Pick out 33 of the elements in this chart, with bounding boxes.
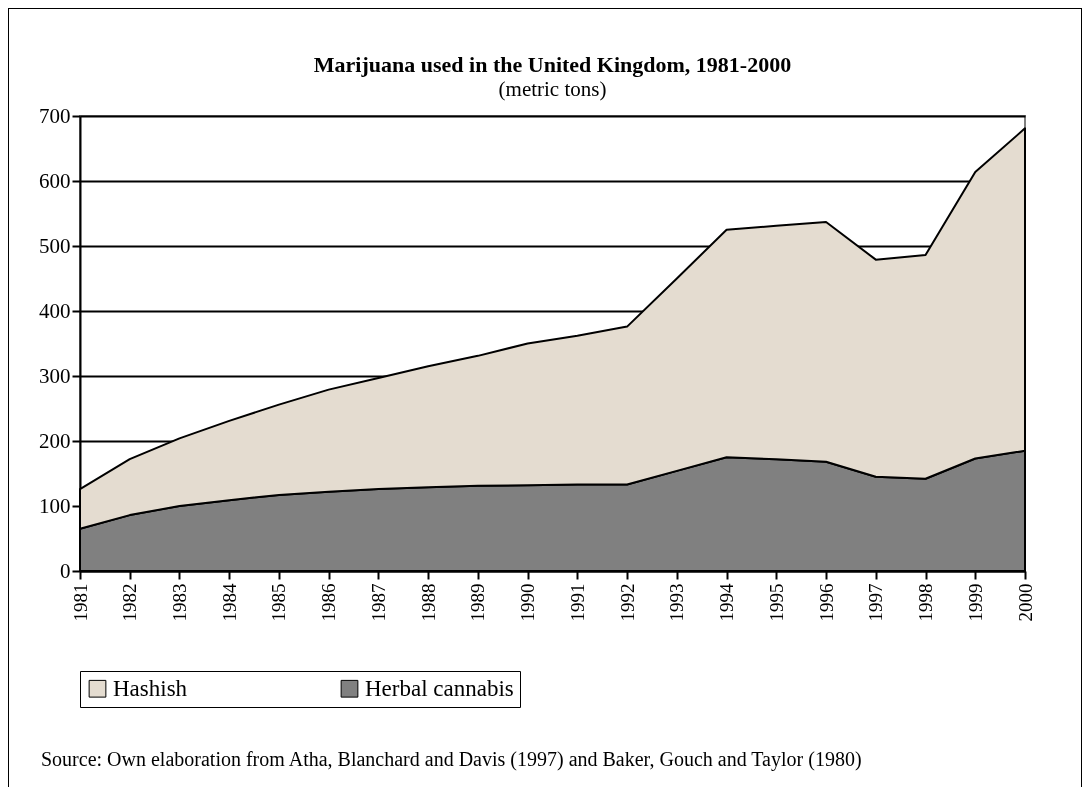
x-tick-label: 1983 bbox=[168, 583, 190, 622]
x-tick-label: 1999 bbox=[964, 583, 986, 622]
x-tick-label: 1990 bbox=[517, 583, 539, 622]
x-tick-label: 1993 bbox=[666, 583, 688, 622]
x-tick-label: 1994 bbox=[716, 583, 738, 622]
legend-label: Herbal cannabis bbox=[365, 675, 514, 701]
x-tick-label: 1987 bbox=[367, 583, 389, 622]
y-tick-label: 700 bbox=[39, 103, 71, 128]
x-tick-label: 1982 bbox=[119, 583, 141, 622]
x-tick-label: 1986 bbox=[318, 583, 340, 622]
x-tick-label: 1988 bbox=[417, 583, 439, 622]
x-tick-label: 1992 bbox=[616, 583, 638, 622]
x-tick-label: 1989 bbox=[467, 583, 489, 622]
x-tick-label: 1985 bbox=[268, 583, 290, 622]
x-tick-label: 1981 bbox=[69, 583, 91, 622]
source-note: Source: Own elaboration from Atha, Blanchard and Davis (1997) and Baker, Gouch and Taylor (1980) bbox=[41, 747, 863, 771]
chart-subtitle: (metric tons) bbox=[498, 77, 607, 101]
chart-title: Marijuana used in the United Kingdom, 1981-2000 bbox=[313, 52, 792, 77]
x-tick-label: 2000 bbox=[1014, 583, 1036, 622]
x-tick-label: 1995 bbox=[765, 583, 787, 622]
x-tick-label: 1991 bbox=[566, 583, 588, 622]
y-tick-label: 200 bbox=[39, 428, 71, 453]
y-tick-label: 500 bbox=[39, 233, 71, 258]
y-tick-label: 300 bbox=[39, 363, 71, 388]
x-tick-label: 1998 bbox=[915, 583, 937, 622]
y-tick-label: 0 bbox=[60, 558, 71, 583]
y-tick-label: 400 bbox=[39, 298, 71, 323]
legend-label: Hashish bbox=[113, 675, 188, 701]
x-tick-label: 1996 bbox=[815, 583, 837, 622]
x-tick-label: 1984 bbox=[218, 583, 240, 622]
y-tick-label: 100 bbox=[39, 493, 71, 518]
y-tick-label: 600 bbox=[39, 168, 71, 193]
x-tick-label: 1997 bbox=[865, 583, 887, 622]
